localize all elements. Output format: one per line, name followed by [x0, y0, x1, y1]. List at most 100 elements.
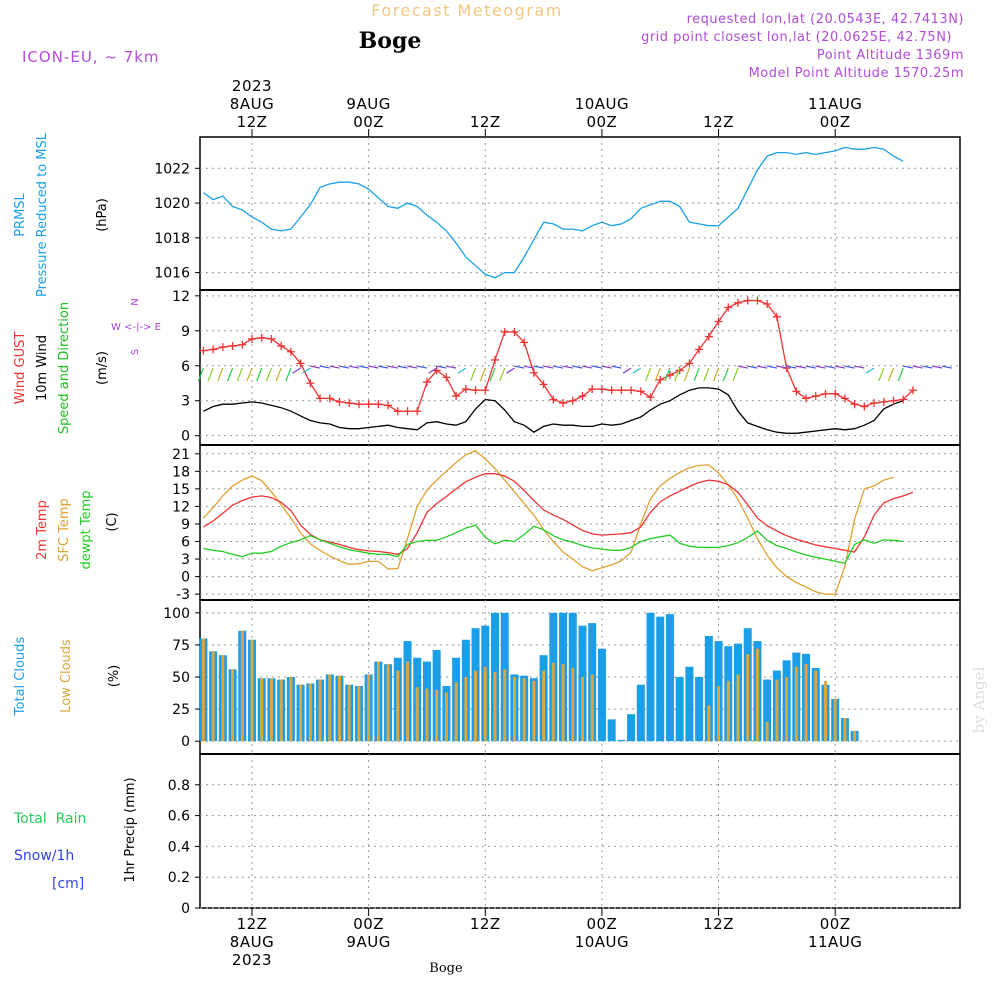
wind-direction-arrow: [552, 365, 564, 369]
wind-gust-marker: [209, 345, 218, 354]
low-cloud-bar: [289, 677, 293, 742]
time-label-bottom: 2023: [232, 951, 272, 969]
wind-direction-arrow: [757, 365, 768, 369]
ytick-label-pressure: 1022: [154, 161, 190, 177]
ytick-label-precipitation: 0.2: [168, 870, 190, 886]
wind-gust-marker: [889, 396, 898, 405]
wind-gust-marker: [860, 402, 869, 411]
time-label-top: 8AUG: [230, 95, 274, 113]
wind-gust-marker: [734, 298, 742, 307]
station-name: Boge: [359, 28, 422, 54]
wind-gust-marker: [384, 401, 393, 410]
wind-direction-arrow: [747, 365, 758, 369]
wind-gust-marker: [763, 299, 772, 308]
wind-direction-arrow: [256, 367, 263, 382]
wind-gust-marker: [724, 303, 733, 312]
wind-gust-marker: [549, 395, 558, 404]
time-label-top: 12Z: [237, 113, 268, 131]
time-label-bottom: 11AUG: [808, 933, 862, 951]
low-cloud-bar: [279, 679, 283, 742]
model-altitude: Model Point Altitude 1570.25m: [749, 66, 964, 81]
wind-gust-marker: [471, 386, 480, 395]
wind-gust-marker: [879, 397, 888, 406]
wind-gust-marker: [393, 407, 402, 416]
ytick-label-clouds: 25: [172, 702, 190, 718]
wind-gust-marker: [316, 394, 325, 403]
ytick-label-wind: 12: [172, 289, 190, 305]
total-cloud-bar: [617, 739, 626, 742]
wind-direction-arrow: [523, 365, 534, 369]
wind-direction-arrow: [632, 367, 642, 374]
wind-gust-marker: [452, 392, 461, 401]
low-cloud-bar: [551, 662, 555, 742]
ytick-label-clouds: 0: [181, 734, 190, 750]
wind-direction-arrow: [622, 367, 632, 374]
low-cloud-bar: [561, 664, 565, 742]
wind-gust-marker: [704, 332, 713, 341]
total-cloud-bar: [763, 679, 772, 742]
low-cloud-bar: [240, 630, 244, 742]
low-cloud-bar: [386, 664, 390, 742]
wind-direction-arrow: [932, 365, 943, 369]
wind-direction-arrow: [457, 367, 467, 374]
ytick-label-clouds: 50: [172, 670, 190, 686]
ytick-label-wind: 6: [181, 359, 190, 375]
low-cloud-bar: [736, 674, 740, 742]
ytick-label-temperature: 15: [172, 482, 190, 498]
ytick-label-temperature: 3: [181, 552, 190, 568]
wind-gust-marker: [840, 394, 849, 403]
low-cloud-bar: [260, 678, 264, 742]
wind-gust-marker: [520, 338, 529, 347]
wind-gust-marker: [607, 386, 616, 395]
low-cloud-bar: [775, 679, 779, 742]
low-cloud-bar: [814, 670, 818, 742]
wind-direction-arrow: [703, 367, 710, 382]
wind-direction-arrow: [428, 367, 437, 374]
wind-direction-arrow: [543, 365, 554, 369]
wind-direction-arrow: [217, 367, 224, 382]
wind-gust-marker: [675, 366, 684, 375]
dewpt-label: dewpt Temp: [79, 490, 94, 569]
wind-direction-arrow: [292, 367, 301, 374]
low-cloud-bar: [804, 664, 808, 742]
wind-gust-marker: [481, 386, 490, 395]
wind-direction-arrow: [844, 365, 855, 369]
wind-gust-marker: [772, 312, 781, 321]
wind-direction-arrow: [582, 365, 593, 369]
wind-direction-arrow: [887, 367, 895, 382]
time-label-top: 12Z: [470, 113, 501, 131]
footer-station: Boge: [429, 961, 463, 976]
ytick-label-precipitation: 0.8: [168, 778, 190, 794]
wind-direction-arrow: [562, 365, 573, 369]
ytick-label-pressure: 1020: [154, 196, 190, 212]
time-label-bottom: 12Z: [470, 915, 501, 933]
low-cloud-bar: [493, 671, 497, 742]
wind-gust-label: Wind GUST: [13, 332, 28, 405]
wind-gust-marker: [636, 387, 645, 396]
wind-10m-line: [203, 387, 904, 434]
wind-direction-arrow: [591, 365, 603, 369]
low-cloud-bar: [590, 674, 594, 742]
axes-labels: 1016101810201022036912-30369121518210255…: [154, 77, 862, 969]
wind-gust-marker: [257, 333, 266, 342]
low-cloud-bar: [269, 678, 273, 742]
wind-direction-arrow: [611, 365, 622, 369]
pressure-label-2: Pressure Reduced to MSL: [35, 132, 50, 297]
low-cloud-bar: [396, 670, 400, 742]
wind-gust-marker: [529, 368, 538, 377]
total-rain-label: Total Rain: [13, 811, 86, 827]
wind-direction-arrow: [737, 365, 748, 369]
chart-title: Forecast Meteogram: [371, 1, 562, 20]
wind-direction-arrow: [397, 365, 408, 369]
wind-direction-arrow: [275, 367, 282, 382]
low-cloud-bar: [503, 669, 507, 742]
wind-direction-arrow: [265, 367, 273, 382]
wind-direction-arrow: [479, 367, 486, 382]
wind-direction-arrow: [407, 365, 418, 369]
ytick-label-temperature: 18: [172, 464, 190, 480]
chart-marks: [197, 146, 952, 742]
wind-direction-arrow: [348, 365, 360, 369]
low-cloud-bar: [717, 685, 721, 742]
wind-gust-marker: [850, 400, 859, 409]
low-cloud-bar: [221, 655, 225, 742]
